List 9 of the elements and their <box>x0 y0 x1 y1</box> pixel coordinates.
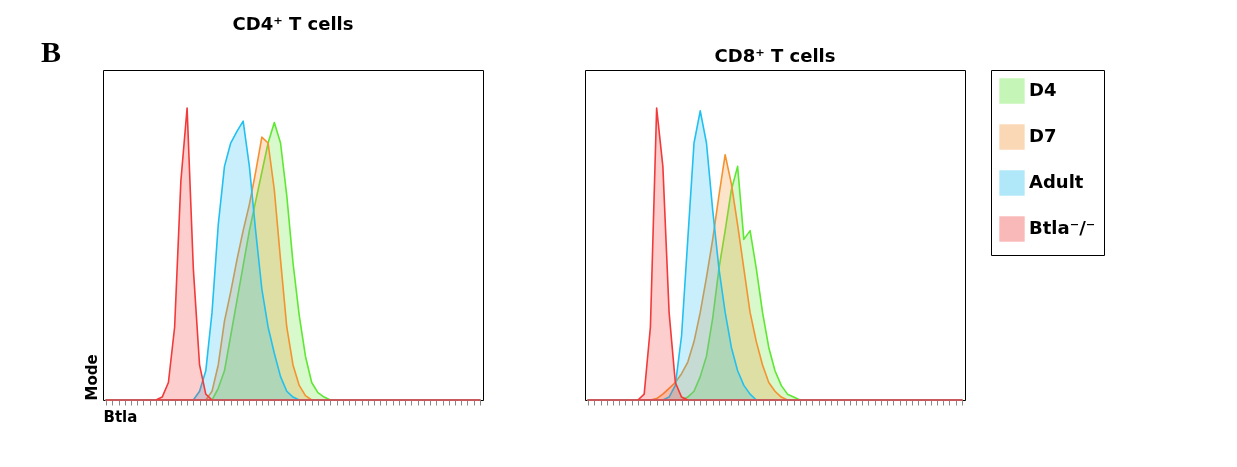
legend-label: D4 <box>1029 79 1057 100</box>
x-axis-title: Btla <box>103 408 138 426</box>
chart-title: CD8⁺ T cells <box>714 45 836 66</box>
legend-label: Btla⁻/⁻ <box>1029 217 1096 238</box>
legend-label: D7 <box>1029 125 1057 146</box>
chart-title: CD4⁺ T cells <box>232 13 354 34</box>
text: B <box>41 35 62 68</box>
legend-label: Adult <box>1029 171 1084 192</box>
y-axis-title: Mode <box>82 354 101 401</box>
